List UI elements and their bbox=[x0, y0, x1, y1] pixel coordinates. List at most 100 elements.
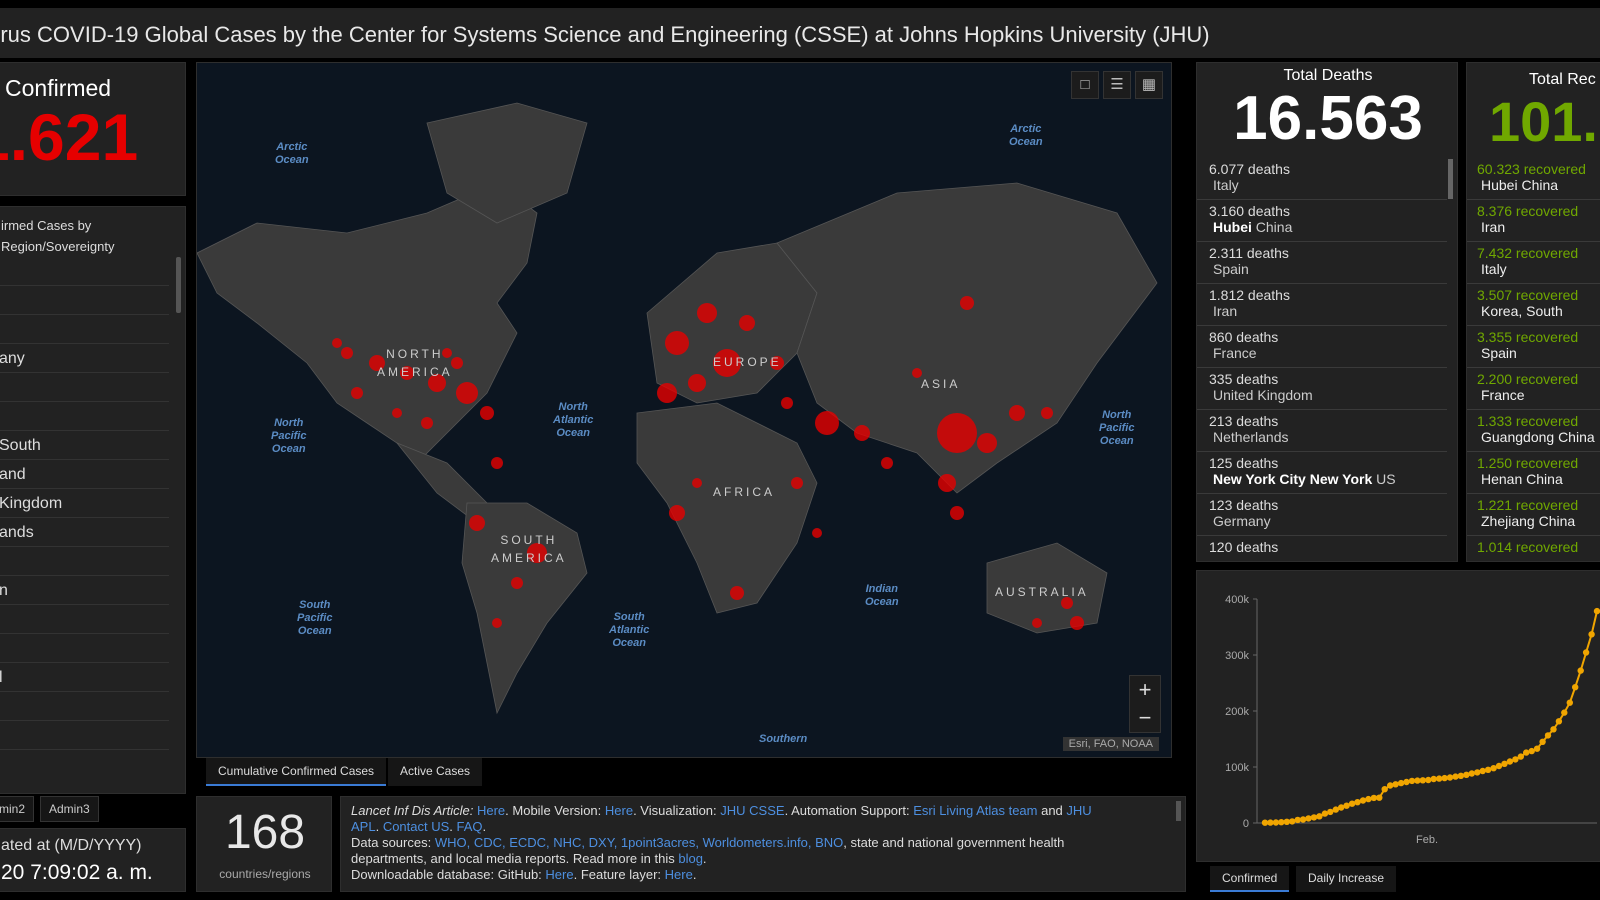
case-marker[interactable] bbox=[730, 586, 744, 600]
zoom-in-button[interactable]: + bbox=[1138, 677, 1152, 702]
case-marker[interactable] bbox=[492, 618, 502, 628]
tab-cumulative-confirmed[interactable]: Cumulative Confirmed Cases bbox=[206, 758, 387, 786]
case-marker[interactable] bbox=[912, 368, 922, 378]
lancet-link[interactable]: Here bbox=[476, 803, 506, 818]
jhu-csse-link[interactable]: JHU CSSE bbox=[720, 803, 785, 818]
deaths-row[interactable]: 1.812 deaths Iran bbox=[1197, 283, 1447, 326]
recovered-row[interactable]: 60.323 recovered Hubei China bbox=[1467, 157, 1600, 200]
deaths-row[interactable]: 123 deaths Germany bbox=[1197, 493, 1447, 536]
case-marker[interactable] bbox=[469, 515, 485, 531]
deaths-row[interactable]: 860 deaths France bbox=[1197, 325, 1447, 368]
case-marker[interactable] bbox=[1070, 616, 1084, 630]
country-list-scrollbar[interactable] bbox=[176, 257, 181, 313]
country-list-item[interactable] bbox=[0, 721, 169, 750]
bookmark-icon[interactable]: □ bbox=[1071, 71, 1099, 99]
country-list-item[interactable]: any bbox=[0, 344, 169, 373]
list-icon[interactable]: ☰ bbox=[1103, 71, 1131, 99]
tab-admin2[interactable]: min2 bbox=[0, 796, 35, 822]
github-link[interactable]: Here bbox=[545, 867, 574, 882]
country-list-item[interactable]: ands bbox=[0, 518, 169, 547]
case-marker[interactable] bbox=[665, 331, 689, 355]
recovered-row[interactable]: 3.355 recovered Spain bbox=[1467, 325, 1600, 368]
country-list-item[interactable] bbox=[0, 605, 169, 634]
case-marker[interactable] bbox=[770, 356, 784, 370]
recovered-row[interactable]: 8.376 recovered Iran bbox=[1467, 199, 1600, 242]
deaths-scrollbar[interactable] bbox=[1448, 159, 1453, 199]
case-marker[interactable] bbox=[815, 411, 839, 435]
case-marker[interactable] bbox=[421, 417, 433, 429]
grid-icon[interactable]: ▦ bbox=[1135, 71, 1163, 99]
case-marker[interactable] bbox=[456, 382, 478, 404]
case-marker[interactable] bbox=[688, 374, 706, 392]
case-marker[interactable] bbox=[480, 406, 494, 420]
recovered-row[interactable]: 7.432 recovered Italy bbox=[1467, 241, 1600, 284]
country-list-item[interactable] bbox=[0, 257, 169, 286]
case-marker[interactable] bbox=[812, 528, 822, 538]
map-attribution[interactable]: Esri, FAO, NOAA bbox=[1062, 737, 1159, 751]
case-marker[interactable] bbox=[369, 355, 385, 371]
deaths-row[interactable]: 213 deaths Netherlands bbox=[1197, 409, 1447, 452]
case-marker[interactable] bbox=[657, 383, 677, 403]
blog-link[interactable]: blog bbox=[678, 851, 703, 866]
deaths-row[interactable]: 3.160 deaths Hubei China bbox=[1197, 199, 1447, 242]
case-marker[interactable] bbox=[937, 413, 977, 453]
country-list-item[interactable]: and bbox=[0, 460, 169, 489]
world-map[interactable]: Arctic Ocean Arctic Ocean North Pacific Ocea… bbox=[196, 62, 1172, 758]
case-marker[interactable] bbox=[351, 387, 363, 399]
recovered-row[interactable]: 1.221 recovered Zhejiang China bbox=[1467, 493, 1600, 536]
case-marker[interactable] bbox=[1061, 597, 1073, 609]
faq-link[interactable]: FAQ bbox=[456, 819, 483, 834]
case-marker[interactable] bbox=[400, 366, 414, 380]
recovered-row[interactable]: 1.014 recovered bbox=[1467, 535, 1600, 561]
jhu-apl-link[interactable]: JHU bbox=[1066, 803, 1092, 818]
country-list-item[interactable]: Kingdom bbox=[0, 489, 169, 518]
case-marker[interactable] bbox=[428, 374, 446, 392]
case-marker[interactable] bbox=[392, 408, 402, 418]
case-marker[interactable] bbox=[442, 348, 452, 358]
recovered-row[interactable]: 1.333 recovered Guangdong China bbox=[1467, 409, 1600, 452]
deaths-row[interactable]: 125 deaths New York City New York US bbox=[1197, 451, 1447, 494]
case-marker[interactable] bbox=[960, 296, 974, 310]
case-marker[interactable] bbox=[791, 477, 803, 489]
country-list-item[interactable] bbox=[0, 634, 169, 663]
case-marker[interactable] bbox=[1032, 618, 1042, 628]
feature-layer-link[interactable]: Here bbox=[664, 867, 693, 882]
country-list-item[interactable] bbox=[0, 286, 169, 315]
case-marker[interactable] bbox=[451, 357, 463, 369]
case-marker[interactable] bbox=[697, 303, 717, 323]
recovered-row[interactable]: 2.200 recovered France bbox=[1467, 367, 1600, 410]
contact-link[interactable]: Contact US bbox=[382, 819, 450, 834]
country-list-item[interactable] bbox=[0, 373, 169, 402]
case-marker[interactable] bbox=[1041, 407, 1053, 419]
recovered-row[interactable]: 1.250 recovered Henan China bbox=[1467, 451, 1600, 494]
deaths-row[interactable]: 2.311 deaths Spain bbox=[1197, 241, 1447, 284]
country-list-item[interactable]: l bbox=[0, 663, 169, 692]
case-marker[interactable] bbox=[527, 543, 547, 563]
case-marker[interactable] bbox=[713, 349, 741, 377]
case-marker[interactable] bbox=[950, 506, 964, 520]
recovered-row[interactable]: 3.507 recovered Korea, South bbox=[1467, 283, 1600, 326]
case-marker[interactable] bbox=[669, 505, 685, 521]
case-marker[interactable] bbox=[341, 347, 353, 359]
case-marker[interactable] bbox=[511, 577, 523, 589]
deaths-row[interactable]: 335 deaths United Kingdom bbox=[1197, 367, 1447, 410]
case-marker[interactable] bbox=[881, 457, 893, 469]
country-list-item[interactable]: n bbox=[0, 576, 169, 605]
country-list-item[interactable]: South bbox=[0, 431, 169, 460]
case-marker[interactable] bbox=[1009, 405, 1025, 421]
case-marker[interactable] bbox=[781, 397, 793, 409]
tab-daily-increase[interactable]: Daily Increase bbox=[1296, 866, 1397, 892]
tab-confirmed[interactable]: Confirmed bbox=[1210, 866, 1290, 892]
data-sources-links[interactable]: WHO, CDC, ECDC, NHC, DXY, 1point3acres, … bbox=[434, 835, 844, 850]
tab-active-cases[interactable]: Active Cases bbox=[388, 758, 483, 786]
zoom-out-button[interactable]: − bbox=[1138, 705, 1152, 730]
case-marker[interactable] bbox=[491, 457, 503, 469]
deaths-row[interactable]: 6.077 deaths Italy bbox=[1197, 157, 1447, 200]
jhu-apl-link[interactable]: APL bbox=[351, 819, 376, 834]
esri-team-link[interactable]: Esri Living Atlas team bbox=[913, 803, 1038, 818]
case-marker[interactable] bbox=[332, 338, 342, 348]
tab-admin3[interactable]: Admin3 bbox=[40, 796, 99, 822]
case-marker[interactable] bbox=[854, 425, 870, 441]
case-marker[interactable] bbox=[977, 433, 997, 453]
info-scrollbar[interactable] bbox=[1176, 801, 1181, 821]
